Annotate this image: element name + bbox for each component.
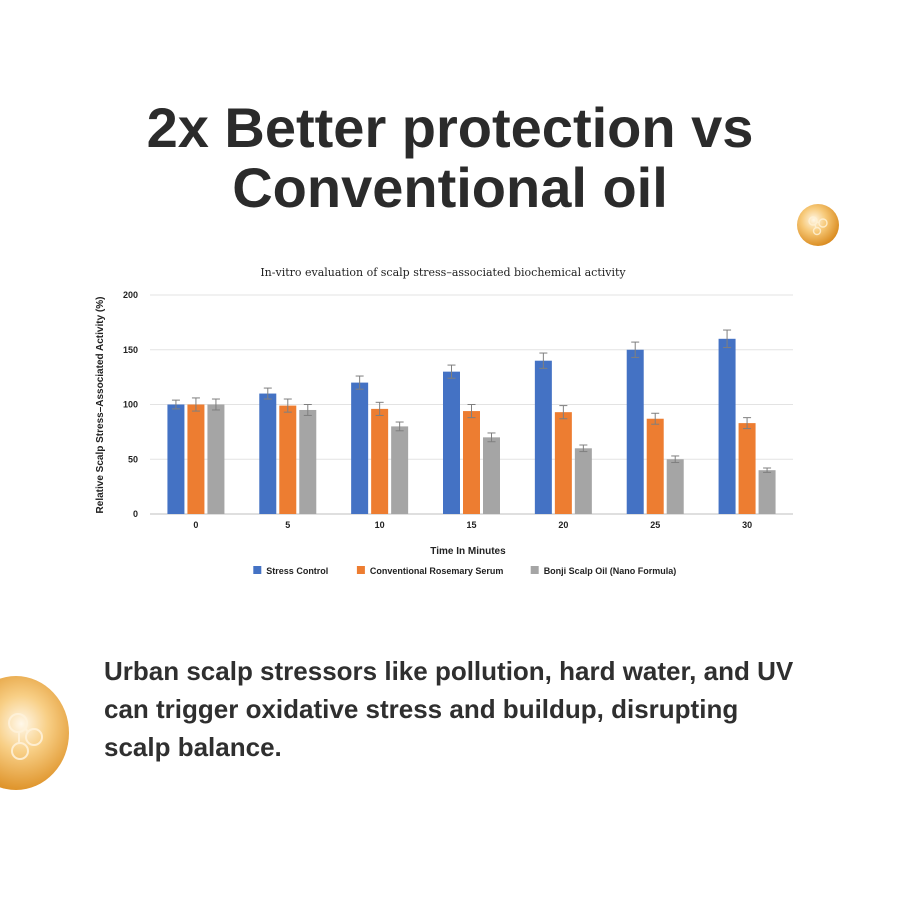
error-bar (191, 397, 200, 412)
x-axis-label: Time In Minutes (430, 546, 506, 557)
x-tick-label: 25 (650, 520, 660, 530)
error-bar (263, 387, 272, 400)
error-bar (723, 329, 732, 349)
bar (666, 459, 684, 514)
error-bar (467, 404, 476, 419)
error-bar (303, 404, 312, 416)
bar (259, 393, 277, 514)
legend-item: Stress Control (253, 566, 328, 576)
bar (391, 426, 409, 514)
x-axis-ticks: 0 5 10 15 20 25 30 (193, 520, 752, 530)
bar (371, 408, 389, 514)
y-axis-ticks: 0 50 100 150 200 (123, 290, 138, 519)
error-bar (283, 398, 292, 413)
headline-line-1: 2x Better protection vs (146, 96, 754, 159)
error-bar (651, 412, 660, 425)
legend: Stress Control Conventional Rosemary Seru… (253, 566, 676, 576)
bars (167, 329, 776, 514)
x-tick-label: 10 (375, 520, 385, 530)
x-tick-label: 15 (466, 520, 476, 530)
bar-chart: In-vitro evaluation of scalp stress–asso… (85, 258, 815, 588)
bar (554, 412, 572, 514)
bar (738, 423, 756, 514)
legend-swatch (530, 566, 539, 574)
error-bar (579, 444, 588, 453)
error-bar (671, 455, 680, 464)
chart-canvas: In-vitro evaluation of scalp stress–asso… (95, 266, 793, 576)
error-bar (171, 399, 180, 410)
bar (351, 382, 369, 514)
error-bar (631, 341, 640, 358)
legend-item: Bonji Scalp Oil (Nano Formula) (530, 566, 677, 576)
y-axis-label: Relative Scalp Stress–Associated Activit… (95, 297, 106, 514)
bar (646, 418, 664, 514)
y-tick-label: 50 (128, 454, 138, 464)
bar (279, 405, 297, 514)
body-text: Urban scalp stressors like pollution, ha… (104, 656, 794, 762)
x-tick-label: 5 (285, 520, 290, 530)
serum-droplet-icon (797, 204, 839, 246)
headline: 2x Better protection vs Conventional oil (0, 98, 900, 218)
bar (626, 349, 644, 514)
y-tick-label: 100 (123, 400, 138, 410)
error-bar (539, 352, 548, 369)
legend-label: Conventional Rosemary Serum (370, 566, 504, 576)
y-tick-label: 200 (123, 290, 138, 300)
bar (463, 411, 480, 514)
error-bar (447, 364, 456, 379)
bar (443, 371, 460, 514)
x-tick-label: 30 (742, 520, 752, 530)
legend-swatch (253, 566, 262, 574)
bar (758, 470, 776, 514)
serum-droplet-icon (0, 676, 69, 790)
x-tick-label: 0 (193, 520, 198, 530)
bar (574, 448, 592, 514)
bar (718, 338, 736, 514)
bar (167, 404, 185, 514)
legend-label: Bonji Scalp Oil (Nano Formula) (544, 566, 677, 576)
bar (207, 404, 225, 514)
bar (187, 404, 205, 514)
bar (534, 360, 552, 514)
error-bar (743, 417, 752, 430)
error-bar (375, 401, 384, 416)
legend-label: Stress Control (266, 566, 328, 576)
y-tick-label: 0 (133, 509, 138, 519)
error-bar (487, 432, 496, 443)
error-bar (395, 421, 404, 432)
legend-swatch (356, 566, 365, 574)
bar (299, 409, 317, 514)
y-tick-label: 150 (123, 345, 138, 355)
legend-item: Conventional Rosemary Serum (356, 566, 504, 576)
chart-title: In-vitro evaluation of scalp stress–asso… (260, 266, 626, 279)
error-bar (559, 405, 568, 420)
error-bar (355, 375, 364, 390)
error-bar (211, 398, 220, 411)
error-bar (763, 467, 772, 473)
x-tick-label: 20 (558, 520, 568, 530)
bar (483, 437, 500, 514)
headline-line-2: Conventional oil (232, 156, 668, 219)
